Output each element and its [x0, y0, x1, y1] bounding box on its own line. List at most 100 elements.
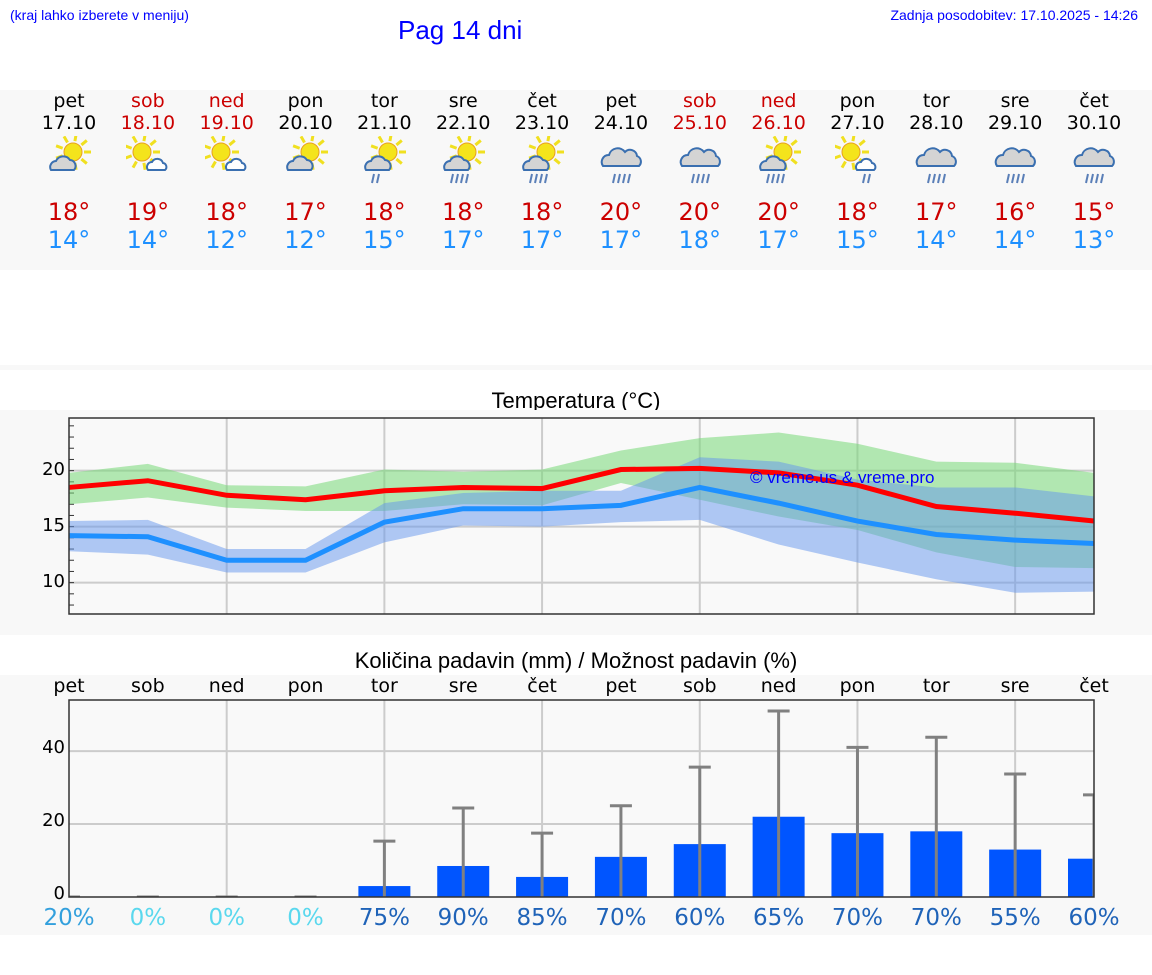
- precip-probability: 65%: [753, 905, 805, 931]
- day-label: pon: [287, 675, 324, 697]
- day-column: tor 28.10 17° 14°: [896, 90, 976, 270]
- page-title: Pag 14 dni: [398, 15, 523, 45]
- day-name: pet: [605, 90, 637, 112]
- weather-icon-wrap: [124, 134, 170, 188]
- max-temp: 20°: [599, 198, 643, 226]
- day-name: ned: [208, 90, 245, 112]
- min-temp: 17°: [520, 226, 564, 254]
- weather-icon-wrap: [47, 134, 91, 188]
- divider: [0, 365, 1152, 370]
- y-tick-label: 20: [42, 458, 65, 480]
- day-name: sob: [682, 90, 717, 112]
- precip-probability: 85%: [516, 905, 568, 931]
- max-temp: 20°: [678, 198, 722, 226]
- weather-icon-wrap: [757, 134, 801, 188]
- max-temp: 17°: [915, 198, 958, 226]
- precip-bar: [1068, 858, 1094, 897]
- min-temp: 13°: [1072, 226, 1116, 254]
- min-temp: 14°: [915, 226, 958, 254]
- day-name: čet: [527, 90, 557, 112]
- weather-icon-wrap: [362, 134, 407, 188]
- y-tick-label: 0: [53, 883, 65, 904]
- day-label: ned: [760, 675, 797, 697]
- day-name: sre: [1000, 90, 1030, 112]
- weather-icon-wrap: [284, 134, 328, 188]
- weather-icon-wrap: [599, 136, 643, 188]
- max-temp: 19°: [126, 198, 170, 226]
- precipitation-chart: [68, 699, 1095, 898]
- min-temp: 17°: [599, 226, 643, 254]
- day-name: čet: [1079, 90, 1109, 112]
- temperature-chart-title: Temperatura (°C): [491, 388, 661, 413]
- weather-icon-wrap: [520, 134, 565, 188]
- min-temp: 15°: [836, 226, 879, 254]
- precipitation-chart-panel: pet sob ned pon tor sre čet pet sob ned pon tor sre č…: [0, 675, 1152, 935]
- max-temp: 18°: [520, 198, 564, 226]
- min-temp: 17°: [757, 226, 800, 254]
- min-temp: 12°: [284, 226, 327, 254]
- precip-probability: 75%: [358, 905, 410, 931]
- weather-icon-wrap: [914, 136, 958, 188]
- max-temp: 18°: [47, 198, 91, 226]
- day-date: 30.10: [1066, 112, 1122, 134]
- day-column: čet 23.10 18° 17°: [502, 90, 582, 270]
- day-column: čet 30.10 15° 13°: [1054, 90, 1134, 270]
- day-column: sre 22.10 18° 17°: [423, 90, 503, 270]
- cloud-rain-icon: [994, 147, 1036, 184]
- y-tick-label: 20: [42, 810, 65, 832]
- cloud-rain-icon: [679, 147, 721, 184]
- max-temp: 17°: [284, 198, 327, 226]
- day-name: sre: [448, 90, 478, 112]
- y-tick-label: 15: [42, 514, 65, 536]
- min-temp-band: [69, 457, 1094, 593]
- day-label: sre: [1000, 675, 1030, 697]
- day-column: pon 27.10 18° 15°: [817, 90, 897, 270]
- min-temp: 12°: [205, 226, 248, 254]
- day-label: pon: [839, 675, 876, 697]
- weather-icon-wrap: [1072, 136, 1116, 188]
- sun-cloud-icon: [285, 134, 328, 171]
- day-name: tor: [922, 90, 950, 112]
- sun-small-cloud-icon: [203, 134, 247, 171]
- max-temp: 18°: [441, 198, 485, 226]
- day-date: 29.10: [987, 112, 1043, 134]
- day-label: sob: [131, 675, 165, 697]
- day-column: pet 24.10 20° 17°: [581, 90, 661, 270]
- day-label: tor: [370, 675, 398, 697]
- weather-icon-wrap: [678, 136, 722, 188]
- last-updated: Zadnja posodobitev: 17.10.2025 - 14:26: [890, 7, 1138, 23]
- sun-cloud-rain-icon: [443, 134, 486, 184]
- day-label: čet: [527, 675, 557, 697]
- sun-cloud-light-rain-icon: [364, 134, 407, 184]
- precip-probability: 70%: [910, 905, 962, 931]
- min-temp: 14°: [126, 226, 170, 254]
- precip-probability: 60%: [674, 905, 726, 931]
- day-date: 28.10: [909, 112, 964, 134]
- daily-forecast-panel: pet 17.10 18° 14° sob 18.10 19° 14° ned 19.10 18° 1…: [0, 90, 1152, 270]
- cloud-rain-icon: [1073, 147, 1115, 184]
- y-tick-label: 10: [42, 570, 65, 592]
- day-column: ned 26.10 20° 17°: [739, 90, 819, 270]
- precip-probability: 0%: [287, 905, 324, 931]
- min-temp-line: [68, 484, 1095, 563]
- weather-icon-wrap: [993, 136, 1037, 188]
- cloud-rain-icon: [916, 147, 958, 184]
- precip-probability: 70%: [595, 905, 647, 931]
- day-label: pet: [53, 675, 85, 697]
- day-date: 26.10: [751, 112, 806, 134]
- day-column: tor 21.10 18° 15°: [344, 90, 424, 270]
- min-temp: 15°: [363, 226, 406, 254]
- max-temp: 18°: [836, 198, 879, 226]
- weather-icon-wrap: [441, 134, 486, 188]
- precipitation-chart-title: Količina padavin (mm) / Možnost padavin …: [354, 648, 798, 673]
- precip-probability: 90%: [437, 905, 489, 931]
- precip-probability: 0%: [129, 905, 167, 931]
- sun-cloud-rain-icon: [758, 134, 801, 184]
- day-column: pon 20.10 17° 12°: [266, 90, 346, 270]
- day-date: 17.10: [41, 112, 97, 134]
- day-column: sob 25.10 20° 18°: [660, 90, 740, 270]
- temperature-chart: [68, 417, 1095, 615]
- day-date: 24.10: [593, 112, 649, 134]
- day-name: tor: [370, 90, 398, 112]
- max-temp: 18°: [205, 198, 248, 226]
